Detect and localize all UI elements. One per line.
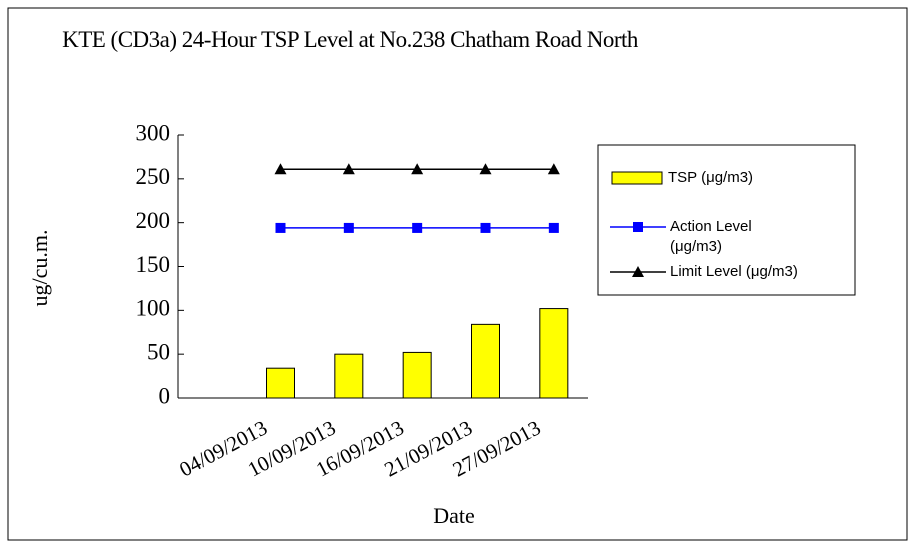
y-tick-label: 100 bbox=[136, 296, 171, 321]
marker bbox=[548, 222, 559, 233]
chart-border bbox=[7, 7, 908, 541]
legend-swatch bbox=[611, 171, 663, 185]
bar bbox=[539, 308, 569, 399]
chart-title: KTE (CD3a) 24-Hour TSP Level at No.238 C… bbox=[62, 27, 638, 52]
marker bbox=[412, 222, 423, 233]
y-tick-label: 300 bbox=[136, 120, 171, 145]
y-tick-label: 0 bbox=[159, 383, 171, 408]
y-tick-label: 150 bbox=[136, 252, 171, 277]
y-axis-label: ug/cu.m. bbox=[27, 230, 52, 307]
bar bbox=[471, 323, 500, 399]
y-tick-label: 250 bbox=[136, 164, 171, 189]
marker bbox=[411, 163, 424, 175]
y-tick-label: 200 bbox=[136, 208, 171, 233]
legend-box bbox=[597, 144, 856, 296]
marker bbox=[632, 266, 644, 277]
marker bbox=[342, 163, 355, 175]
marker bbox=[479, 163, 492, 175]
bar bbox=[334, 353, 364, 399]
y-tick-label: 50 bbox=[147, 339, 170, 364]
x-axis-label: Date bbox=[433, 503, 475, 528]
marker bbox=[547, 163, 560, 175]
marker bbox=[633, 222, 643, 232]
legend-label: TSP (μg/m3) bbox=[668, 169, 754, 186]
marker bbox=[274, 163, 287, 175]
bar bbox=[266, 367, 295, 399]
marker bbox=[343, 222, 354, 233]
legend-label: Limit Level (μg/m3) bbox=[670, 263, 798, 280]
bar bbox=[402, 351, 432, 399]
marker bbox=[480, 222, 491, 233]
legend-label: Action Level (μg/m3) bbox=[670, 218, 752, 255]
marker bbox=[275, 222, 286, 233]
